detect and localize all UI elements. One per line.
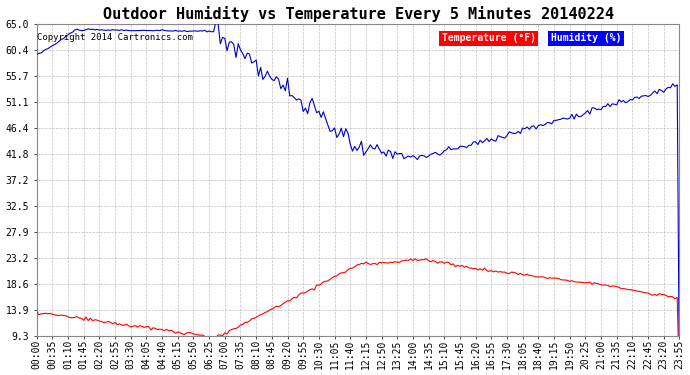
Text: Temperature (°F): Temperature (°F) (442, 33, 535, 44)
Text: Humidity (%): Humidity (%) (551, 33, 622, 44)
Title: Outdoor Humidity vs Temperature Every 5 Minutes 20140224: Outdoor Humidity vs Temperature Every 5 … (103, 6, 613, 21)
Text: Copyright 2014 Cartronics.com: Copyright 2014 Cartronics.com (37, 33, 193, 42)
